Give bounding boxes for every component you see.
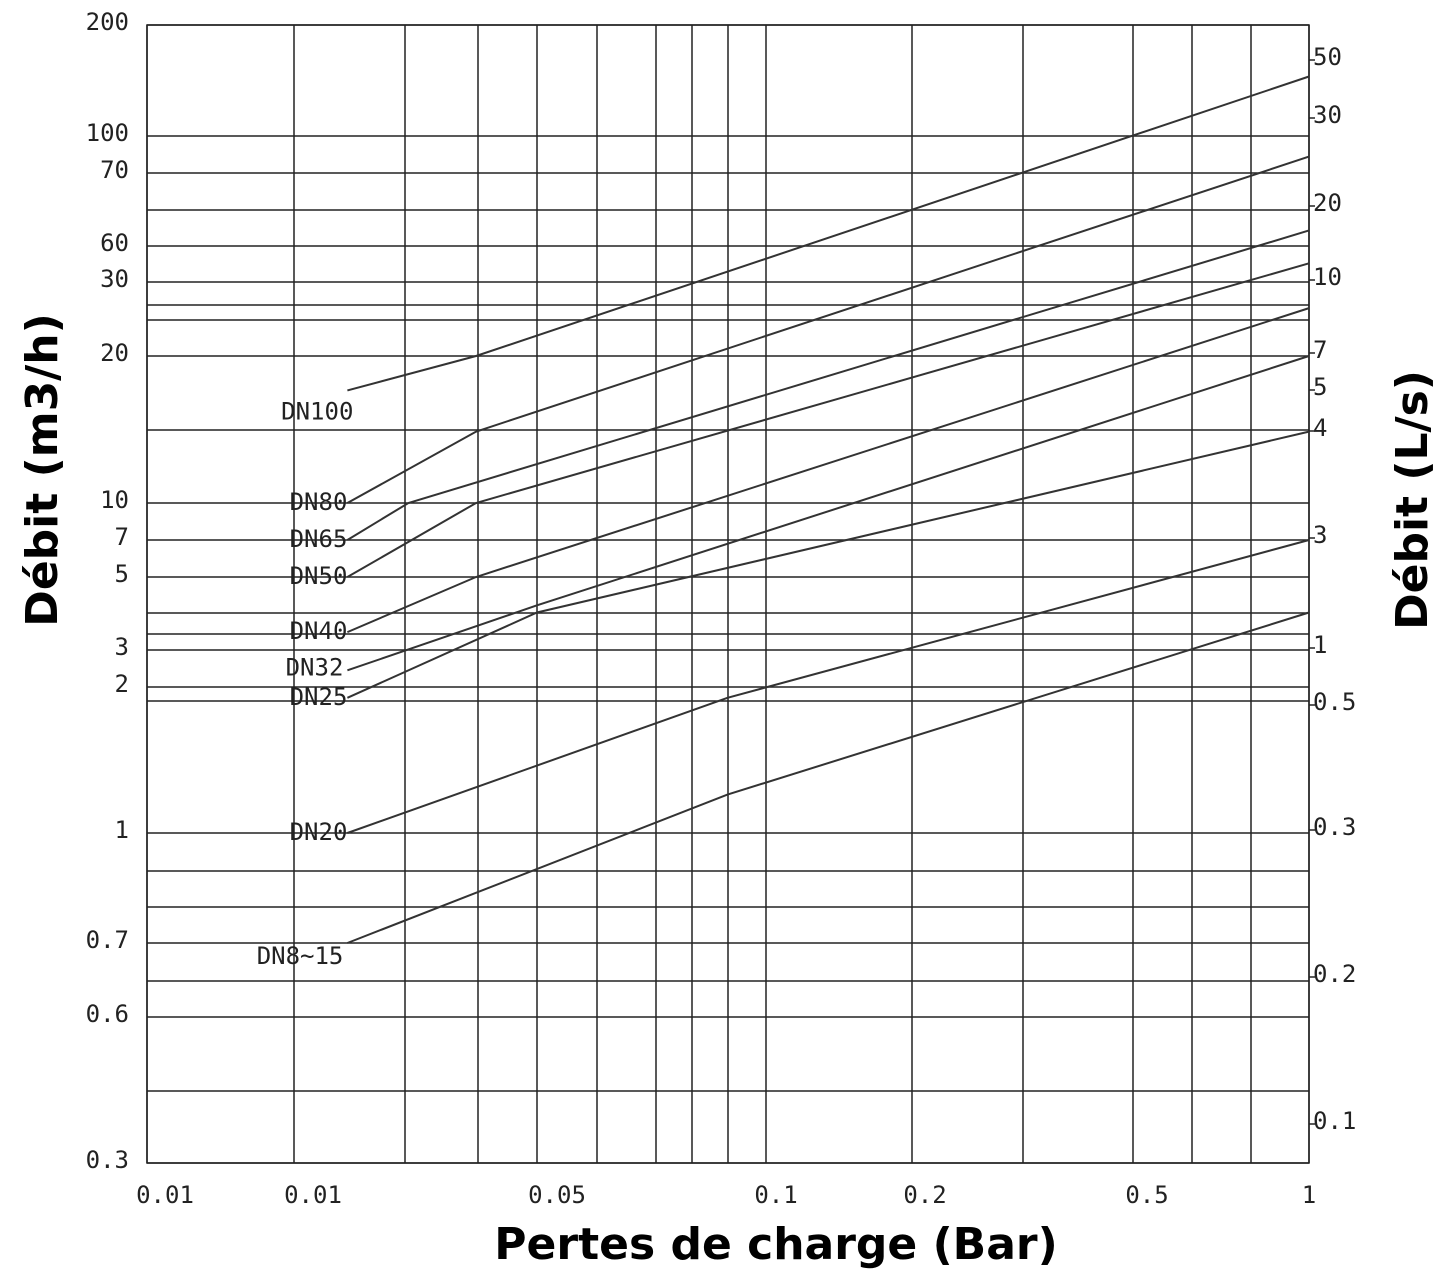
series-label: DN8~15 [257, 942, 344, 970]
y-tick-label: 2 [115, 670, 129, 698]
y2-tick-label: 0.3 [1313, 813, 1356, 841]
y2-tick-label: 1 [1313, 631, 1327, 659]
series-label: DN25 [290, 683, 348, 711]
series-label: DN50 [290, 562, 348, 590]
y-tick-label: 0.3 [86, 1146, 129, 1174]
series-label: DN32 [286, 653, 344, 681]
series-line [346, 229, 1310, 541]
y2-tick-label: 0.1 [1313, 1107, 1356, 1135]
x-tick-label: 1 [1302, 1181, 1316, 1209]
x-tick-label: 0.1 [754, 1181, 797, 1209]
series-line [346, 307, 1310, 634]
y-tick-label: 100 [86, 119, 129, 147]
y2-tick-label: 0.2 [1313, 960, 1356, 988]
series-label: DN20 [290, 818, 348, 846]
y2-tick-label: 30 [1313, 101, 1342, 129]
series-label: DN65 [290, 525, 348, 553]
series-line [346, 155, 1310, 504]
series-label: DN100 [281, 397, 353, 425]
x-tick-label: 0.5 [1125, 1181, 1168, 1209]
minor-grid [147, 25, 1309, 1163]
y2-axis-title: Débit (L/s) [1387, 370, 1438, 630]
y-tick-label: 1 [115, 816, 129, 844]
y2-tick-label: 20 [1313, 189, 1342, 217]
y-tick-label: 20 [100, 339, 129, 367]
y-tick-label: 70 [100, 156, 129, 184]
y-axis-title: Débit (m3/h) [17, 313, 68, 626]
series-line [347, 611, 1310, 944]
y2-tick-label: 10 [1313, 263, 1342, 291]
x-tick-label: 0.01 [136, 1181, 194, 1209]
y2-tick-label: 3 [1313, 521, 1327, 549]
x-tick-label: 0.01 [284, 1181, 342, 1209]
y-tick-label: 200 [86, 8, 129, 36]
series-label: DN80 [290, 488, 348, 516]
y2-tick-label: 7 [1313, 336, 1327, 364]
y-tick-label: 0.6 [86, 1000, 129, 1028]
y-tick-label: 0.7 [86, 926, 129, 954]
x-tick-label: 0.2 [903, 1181, 946, 1209]
y-tick-label: 7 [115, 523, 129, 551]
series-line [347, 355, 1310, 672]
series-line [347, 75, 1310, 392]
y-tick-label: 3 [115, 633, 129, 661]
y-tick-label: 10 [100, 486, 129, 514]
y-tick-label: 60 [100, 229, 129, 257]
y2-tick-label: 50 [1313, 43, 1342, 71]
series-line [346, 430, 1310, 699]
x-axis-title: Pertes de charge (Bar) [494, 1219, 1057, 1270]
y-tick-label: 5 [115, 560, 129, 588]
series-label: DN40 [290, 617, 348, 645]
x-tick-label: 0.05 [528, 1181, 586, 1209]
y-tick-label: 30 [100, 265, 129, 293]
y2-tick-label: 0.5 [1313, 688, 1356, 716]
y2-tick-label: 4 [1313, 414, 1327, 442]
series-line [347, 539, 1310, 834]
y2-tick-label: 5 [1313, 373, 1327, 401]
series-line [346, 262, 1310, 578]
